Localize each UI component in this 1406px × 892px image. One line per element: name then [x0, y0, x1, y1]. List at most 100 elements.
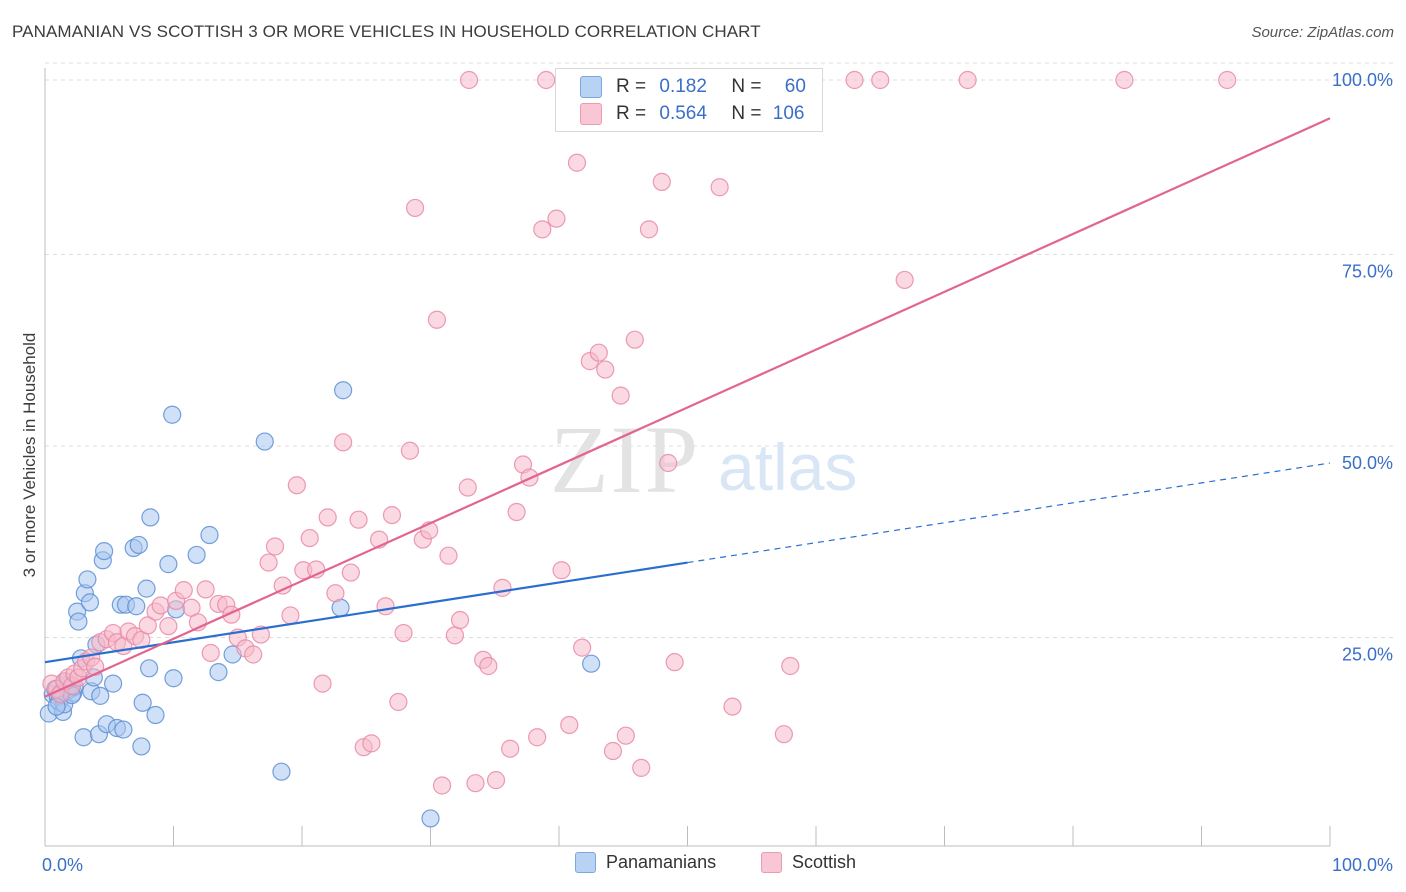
data-point [528, 728, 547, 747]
data-point [781, 656, 800, 676]
data-point [265, 537, 285, 556]
data-point [567, 153, 587, 172]
data-point [533, 220, 552, 239]
data-point [139, 659, 159, 678]
data-point [200, 525, 219, 545]
legend-swatch-pink [580, 103, 602, 125]
data-point [1115, 70, 1134, 90]
data-point [362, 734, 381, 753]
data-point [958, 70, 977, 90]
watermark-atlas: atlas [718, 430, 857, 504]
legend-n-label: N = [731, 103, 767, 124]
data-point [334, 381, 353, 400]
data-point [616, 726, 635, 745]
data-point [255, 432, 274, 451]
data-point [78, 570, 97, 589]
data-point [318, 508, 337, 527]
data-point [501, 739, 520, 758]
data-point [552, 561, 571, 580]
data-point [141, 508, 160, 527]
legend-item-scottish: Scottish [761, 852, 856, 873]
y-tick-label: 25.0% [1342, 645, 1393, 665]
legend-row-panamanians: R = 0.182 N = 60 [580, 74, 806, 100]
x-tick-label: 0.0% [42, 855, 83, 875]
data-point [639, 220, 659, 239]
data-point [458, 478, 477, 497]
data-point [133, 693, 152, 712]
data-point [187, 545, 206, 565]
legend-r-label: R = [616, 76, 652, 97]
data-point [349, 510, 368, 529]
data-point [313, 674, 332, 693]
data-point [389, 692, 408, 712]
legend-r-label: R = [616, 103, 652, 124]
data-point [382, 505, 402, 525]
data-point [334, 433, 353, 452]
data-point [611, 386, 630, 405]
data-point [394, 623, 413, 643]
data-point [132, 737, 151, 756]
data-point [159, 555, 178, 574]
data-point [114, 720, 133, 739]
data-point [159, 617, 178, 636]
data-point [1218, 70, 1237, 90]
trend-lines [44, 117, 1331, 698]
data-point [625, 330, 644, 349]
legend-swatch-blue [575, 852, 596, 873]
data-point [774, 725, 793, 744]
series-panamanians [39, 381, 601, 828]
data-point [300, 528, 319, 548]
legend-item-panamanians: Panamanians [575, 852, 716, 873]
legend-n-value: 60 [784, 76, 806, 97]
data-point [537, 70, 556, 90]
data-point [603, 741, 623, 761]
data-point [164, 669, 183, 688]
data-point [104, 674, 123, 693]
data-point [589, 343, 608, 362]
chart-title: PANAMANIAN VS SCOTTISH 3 OR MORE VEHICLE… [12, 22, 761, 41]
legend-r-value: 0.564 [659, 103, 707, 124]
y-tick-label: 75.0% [1342, 262, 1393, 282]
y-axis-label: 3 or more Vehicles in Household [20, 332, 39, 578]
data-point [259, 553, 278, 572]
data-point [450, 610, 470, 630]
data-point [281, 606, 300, 625]
y-tick-label: 100.0% [1332, 70, 1393, 90]
tick-labels: 25.0% 50.0% 75.0% 100.0% 0.0% 100.0% [42, 70, 1393, 875]
legend-label-scottish: Scottish [792, 852, 857, 872]
data-point [129, 535, 148, 555]
data-point [138, 616, 157, 635]
data-point [432, 776, 452, 795]
data-point [710, 178, 729, 197]
data-point [486, 771, 506, 790]
legend-swatch-blue [580, 76, 602, 98]
data-point [95, 541, 114, 561]
trend-line-panamanians [44, 561, 688, 664]
data-point [209, 663, 228, 682]
data-point [341, 563, 360, 582]
y-tick-label: 50.0% [1342, 453, 1393, 473]
data-point [272, 762, 291, 781]
data-point [421, 809, 440, 828]
data-point [196, 580, 215, 599]
data-point [427, 310, 447, 329]
data-point [127, 597, 146, 616]
trend-line-scottish [44, 117, 1331, 698]
data-point [86, 657, 105, 676]
data-point [665, 653, 684, 672]
data-point [479, 656, 498, 676]
data-point [895, 270, 914, 290]
data-point [74, 728, 93, 747]
data-point [376, 597, 395, 616]
source-label: Source: ZipAtlas.com [1251, 24, 1394, 41]
data-point [596, 360, 615, 379]
legend-row-scottish: R = 0.564 N = 106 [580, 101, 804, 127]
legend-r-value: 0.182 [659, 76, 707, 97]
data-point [151, 596, 170, 615]
legend-n-label: N = [731, 76, 767, 97]
trend-line-panamanians-extension [687, 462, 1331, 564]
data-point [91, 686, 110, 705]
data-point [405, 198, 425, 218]
data-point [582, 654, 601, 673]
